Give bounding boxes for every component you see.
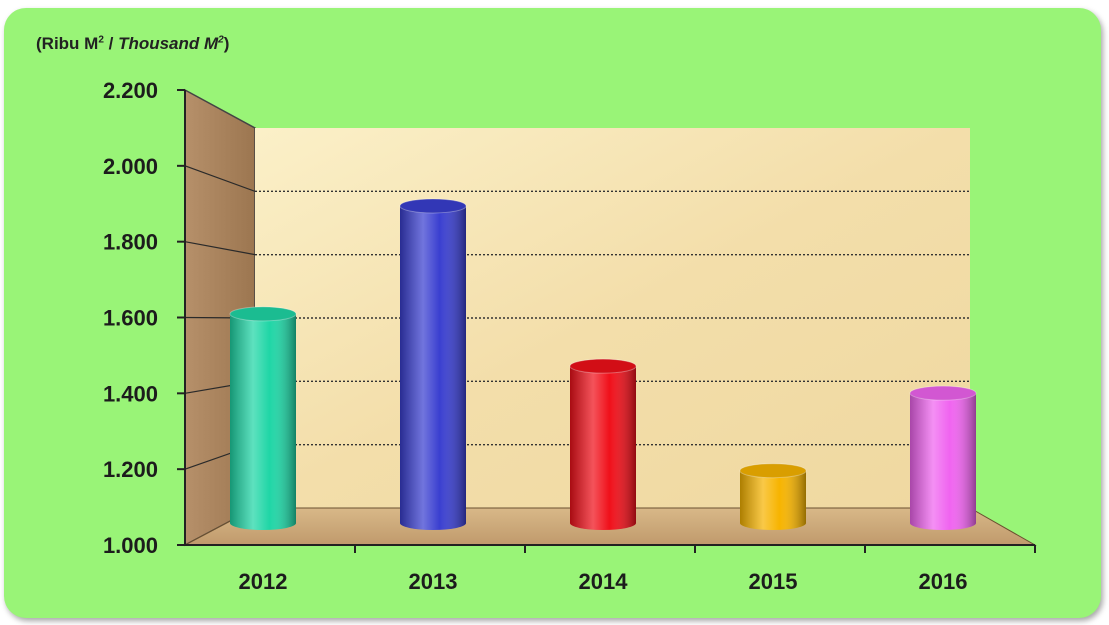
bar-2012 <box>229 306 297 530</box>
bar-top-shade <box>740 463 806 478</box>
y-axis-tick-labels: 1.000 1.200 1.400 1.600 1.800 2.000 2.200 <box>103 78 158 558</box>
bar-shading <box>570 366 636 530</box>
x-axis-tick-labels: 2012 2013 2014 2015 2016 <box>239 569 968 594</box>
y-tick-label: 2.000 <box>103 154 158 179</box>
bars <box>229 198 977 531</box>
x-tick-label: 2015 <box>749 569 798 594</box>
bar-top <box>909 385 977 401</box>
bar-shading <box>910 393 976 530</box>
x-tick-label: 2014 <box>579 569 629 594</box>
bar-top-shade <box>570 359 636 374</box>
bar-top-shade <box>400 198 466 213</box>
x-tick-label: 2013 <box>409 569 458 594</box>
y-tick-label: 1.200 <box>103 457 158 482</box>
bar-shading <box>740 470 806 530</box>
x-axis-ticks <box>354 545 1036 553</box>
bar-top <box>399 198 467 214</box>
bar-shading <box>230 313 296 530</box>
bar-2016 <box>909 385 977 530</box>
y-tick-label: 1.800 <box>103 230 158 255</box>
y-tick-label: 1.000 <box>103 533 158 558</box>
bar-top <box>229 306 297 322</box>
y-tick-label: 2.200 <box>103 78 158 103</box>
side-gridline <box>184 165 256 192</box>
x-tick-label: 2012 <box>239 569 288 594</box>
bar-top-shade <box>910 386 976 401</box>
bar-2013 <box>399 198 467 531</box>
bar-top <box>739 463 807 479</box>
bar-shading <box>400 205 466 531</box>
bar-top <box>569 358 637 374</box>
x-tick-label: 2016 <box>919 569 968 594</box>
y-tick-label: 1.600 <box>103 306 158 331</box>
y-tick-label: 1.400 <box>103 381 158 406</box>
bar-top-shade <box>230 306 296 321</box>
y-axis-unit-label: (Ribu M2 / Thousand M2) <box>36 34 230 53</box>
side-gridline <box>184 241 256 256</box>
bar-2015 <box>739 463 807 530</box>
bar-2014 <box>569 358 637 530</box>
y-axis-ticks <box>177 89 185 546</box>
